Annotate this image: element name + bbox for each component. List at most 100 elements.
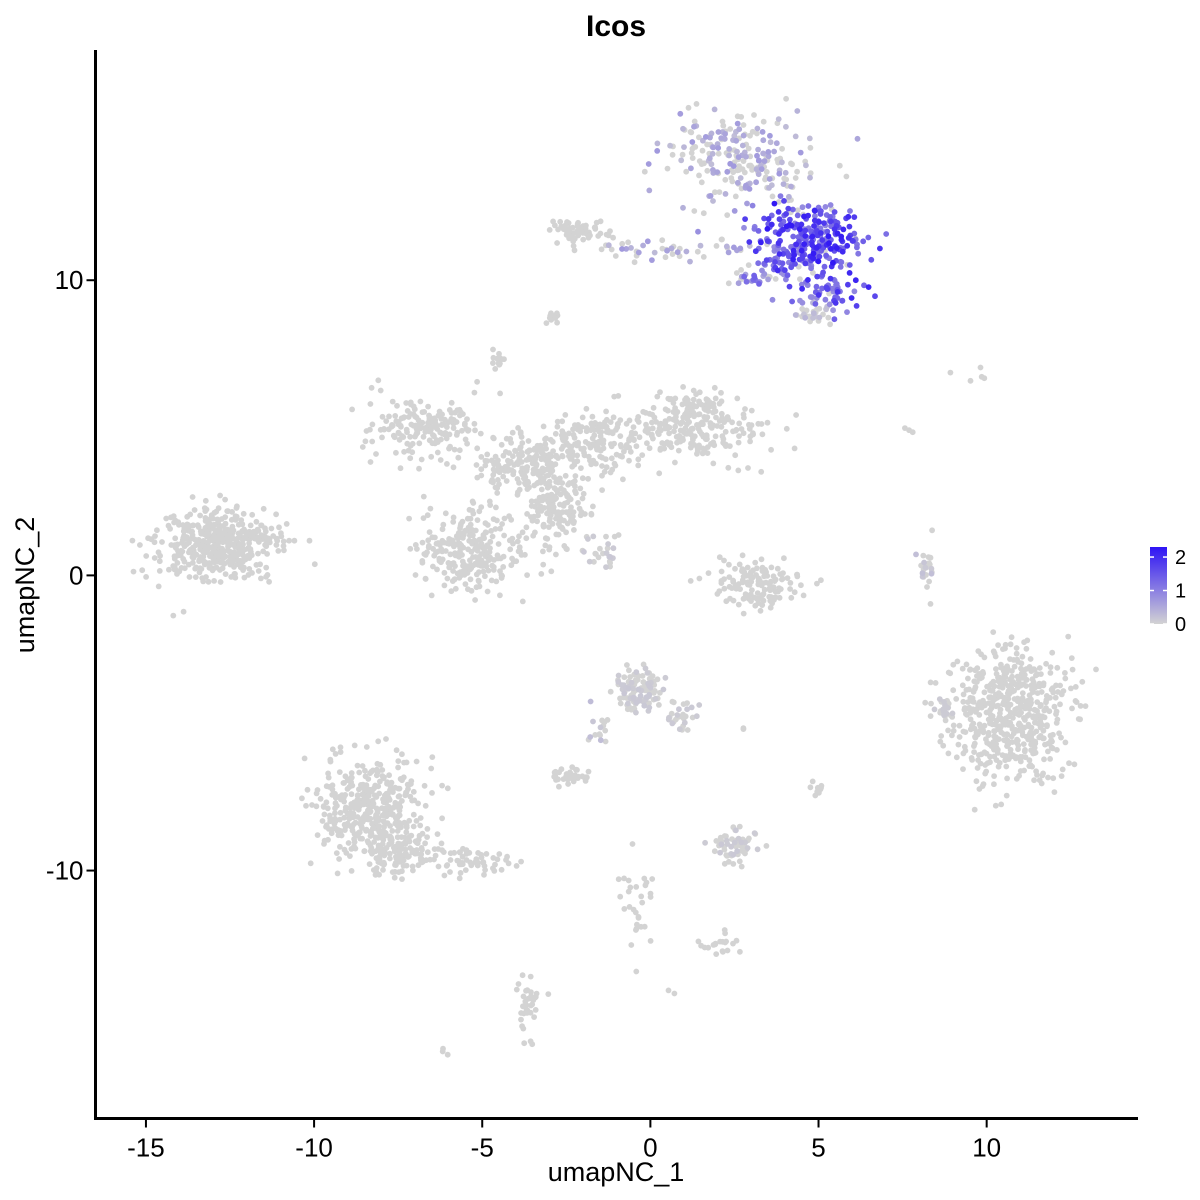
- cell-point: [998, 693, 1005, 700]
- cell-point: [1005, 706, 1011, 712]
- cell-point: [242, 533, 249, 540]
- cell-point: [490, 472, 497, 478]
- cell-point: [711, 442, 718, 449]
- cell-point: [801, 213, 807, 220]
- cell-point: [276, 524, 282, 531]
- cell-point: [513, 558, 520, 565]
- cell-point: [797, 149, 804, 156]
- cell-point: [625, 239, 631, 246]
- cell-point: [617, 893, 624, 900]
- cell-point: [794, 108, 801, 114]
- cell-point: [687, 258, 693, 265]
- cell-point: [408, 781, 414, 787]
- cell-point: [379, 805, 385, 812]
- cell-point: [1062, 739, 1069, 746]
- cell-point: [557, 523, 564, 530]
- cell-point: [381, 426, 387, 432]
- cell-point: [546, 451, 553, 458]
- cell-point: [332, 810, 338, 817]
- cell-point: [569, 224, 576, 231]
- cell-point: [581, 548, 587, 555]
- cell-point: [1059, 766, 1066, 773]
- cell-point: [577, 485, 584, 492]
- cell-point: [755, 171, 762, 178]
- cell-point: [1002, 641, 1009, 648]
- cell-point: [759, 431, 766, 438]
- cell-point: [363, 782, 370, 789]
- cell-point: [865, 284, 872, 290]
- cell-point: [451, 849, 458, 856]
- cell-point: [429, 790, 435, 796]
- cell-point: [832, 300, 839, 306]
- cell-point: [519, 1023, 525, 1030]
- cell-point: [467, 521, 474, 528]
- cell-point: [744, 200, 750, 207]
- cell-point: [1018, 665, 1024, 672]
- cell-point: [775, 199, 782, 205]
- cell-point: [716, 189, 723, 196]
- cell-point: [776, 251, 783, 257]
- cell-point: [927, 713, 934, 719]
- cell-point: [755, 146, 761, 153]
- cell-point: [600, 437, 607, 444]
- cell-point: [1040, 735, 1047, 742]
- cell-point: [736, 433, 742, 439]
- cell-point: [397, 841, 404, 847]
- cell-point: [992, 653, 999, 660]
- cell-point: [640, 679, 647, 686]
- cell-point: [313, 790, 320, 797]
- cell-point: [1013, 775, 1020, 782]
- cell-point: [359, 819, 366, 825]
- cell-point: [130, 568, 137, 575]
- cell-point: [407, 793, 414, 800]
- cell-point: [973, 778, 980, 785]
- cell-point: [828, 246, 834, 252]
- cell-point: [197, 512, 204, 519]
- cell-point: [474, 474, 481, 481]
- cell-point: [569, 480, 576, 487]
- cell-point: [325, 826, 332, 832]
- cell-point: [1010, 715, 1016, 721]
- cell-point: [734, 113, 741, 120]
- cell-point: [819, 285, 825, 292]
- cell-point: [620, 476, 626, 483]
- cell-point: [571, 235, 578, 242]
- cell-point: [301, 755, 308, 762]
- cell-point: [543, 435, 549, 442]
- cell-point: [588, 510, 595, 517]
- cell-point: [1008, 634, 1015, 641]
- cell-point: [683, 395, 690, 401]
- cell-point: [751, 112, 757, 118]
- cell-point: [737, 245, 744, 252]
- cell-point: [967, 666, 974, 673]
- cell-point: [513, 986, 520, 993]
- cell-point: [809, 233, 816, 240]
- cell-point: [721, 846, 728, 853]
- cell-point: [846, 262, 853, 268]
- cell-point: [670, 400, 677, 406]
- cell-point: [1077, 703, 1084, 709]
- cell-point: [399, 876, 405, 882]
- cell-point: [630, 685, 636, 692]
- cell-point: [226, 549, 233, 555]
- cell-point: [843, 173, 850, 180]
- cell-point: [802, 260, 809, 267]
- cell-point: [1058, 773, 1065, 779]
- cell-point: [1051, 703, 1058, 710]
- y-tick-label: 0: [69, 560, 83, 590]
- cell-point: [572, 422, 578, 428]
- cell-point: [844, 242, 851, 249]
- cell-point: [792, 175, 799, 181]
- cell-point: [562, 412, 569, 418]
- cell-point: [589, 435, 596, 442]
- cell-point: [403, 759, 410, 766]
- cell-point: [992, 802, 999, 809]
- cell-point: [827, 214, 833, 220]
- cell-point: [426, 428, 433, 435]
- cell-point: [472, 527, 479, 534]
- cell-point: [961, 743, 968, 750]
- cell-point: [725, 249, 732, 256]
- cell-point: [459, 853, 466, 860]
- cell-point: [672, 395, 679, 402]
- cell-point: [381, 861, 388, 867]
